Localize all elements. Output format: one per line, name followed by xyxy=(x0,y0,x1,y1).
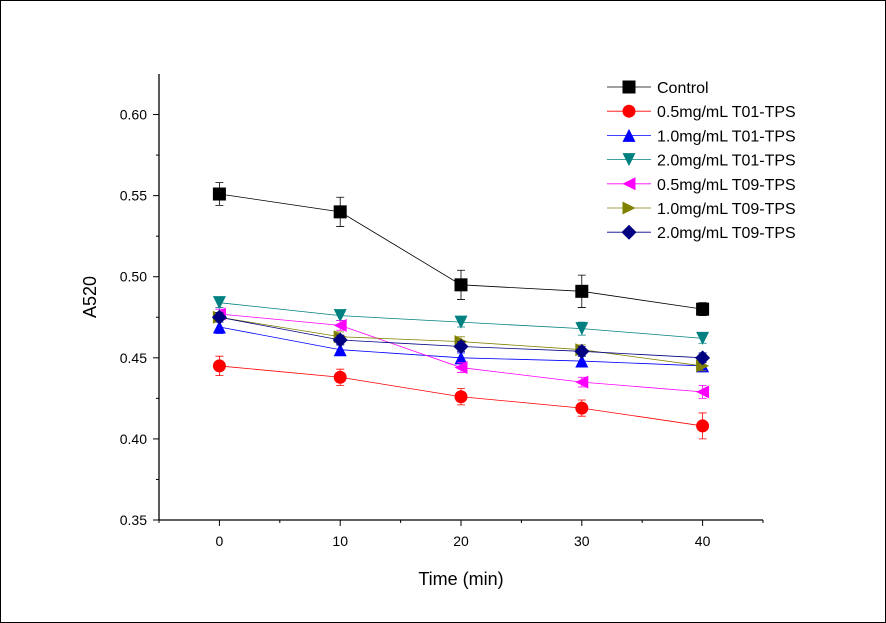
data-point xyxy=(332,332,348,348)
data-point xyxy=(696,385,710,399)
data-point xyxy=(211,309,227,325)
legend-item: 2.0mg/mL T09-TPS xyxy=(607,224,796,242)
series-6 xyxy=(211,309,711,366)
legend-marker xyxy=(621,224,637,240)
data-point xyxy=(333,370,347,384)
y-tick-label: 0.45 xyxy=(120,350,147,366)
data-point xyxy=(454,390,468,404)
data-point xyxy=(454,361,468,375)
legend-item: 2.0mg/mL T01-TPS xyxy=(607,153,796,170)
data-point xyxy=(333,205,347,219)
y-tick-label: 0.50 xyxy=(120,269,147,285)
legend-item: 1.0mg/mL T01-TPS xyxy=(607,128,796,145)
data-point xyxy=(574,343,590,359)
legend-item: Control xyxy=(607,80,709,97)
data-point xyxy=(695,350,711,366)
data-point xyxy=(575,401,589,415)
legend-marker xyxy=(622,104,636,118)
data-point xyxy=(454,315,468,329)
legend-label: 2.0mg/mL T01-TPS xyxy=(657,153,796,170)
legend-marker xyxy=(622,153,636,167)
data-point xyxy=(575,322,589,336)
data-point xyxy=(696,419,710,433)
x-tick-label: 30 xyxy=(574,533,590,549)
legend-item: 0.5mg/mL T01-TPS xyxy=(607,104,796,121)
legend-marker xyxy=(622,177,636,191)
data-point xyxy=(212,187,226,201)
x-tick-label: 40 xyxy=(695,533,711,549)
series-1 xyxy=(212,355,710,440)
data-point xyxy=(454,278,468,292)
data-point xyxy=(333,309,347,323)
data-point xyxy=(333,318,347,332)
data-point xyxy=(453,338,469,354)
legend-label: 0.5mg/mL T09-TPS xyxy=(657,177,796,194)
legend-marker xyxy=(622,201,636,215)
data-point xyxy=(212,320,226,334)
legend-item: 0.5mg/mL T09-TPS xyxy=(607,177,796,194)
data-point xyxy=(454,351,468,365)
series-3 xyxy=(212,296,710,345)
series-0 xyxy=(212,182,710,317)
data-point xyxy=(575,354,589,368)
data-point xyxy=(696,331,710,345)
legend-marker xyxy=(622,128,636,142)
y-tick-label: 0.55 xyxy=(120,188,147,204)
data-point xyxy=(575,375,589,389)
x-tick-label: 0 xyxy=(216,533,224,549)
legend-label: 1.0mg/mL T01-TPS xyxy=(657,128,796,145)
legend-label: Control xyxy=(657,80,709,97)
legend-item: 1.0mg/mL T09-TPS xyxy=(607,201,796,218)
y-tick-label: 0.60 xyxy=(120,107,147,123)
x-tick-label: 20 xyxy=(453,533,469,549)
y-tick-label: 0.35 xyxy=(120,512,147,528)
legend-label: 1.0mg/mL T09-TPS xyxy=(657,201,796,218)
y-tick-label: 0.40 xyxy=(120,431,147,447)
y-axis-label: A520 xyxy=(80,276,100,318)
legend-label: 0.5mg/mL T01-TPS xyxy=(657,104,796,121)
data-point xyxy=(575,284,589,298)
x-tick-label: 10 xyxy=(332,533,348,549)
data-point xyxy=(696,302,710,316)
legend-marker xyxy=(622,80,636,94)
legend-label: 2.0mg/mL T09-TPS xyxy=(657,225,796,242)
data-point xyxy=(212,359,226,373)
data-point xyxy=(333,343,347,357)
x-axis-label: Time (min) xyxy=(418,569,503,589)
data-point xyxy=(212,296,226,310)
